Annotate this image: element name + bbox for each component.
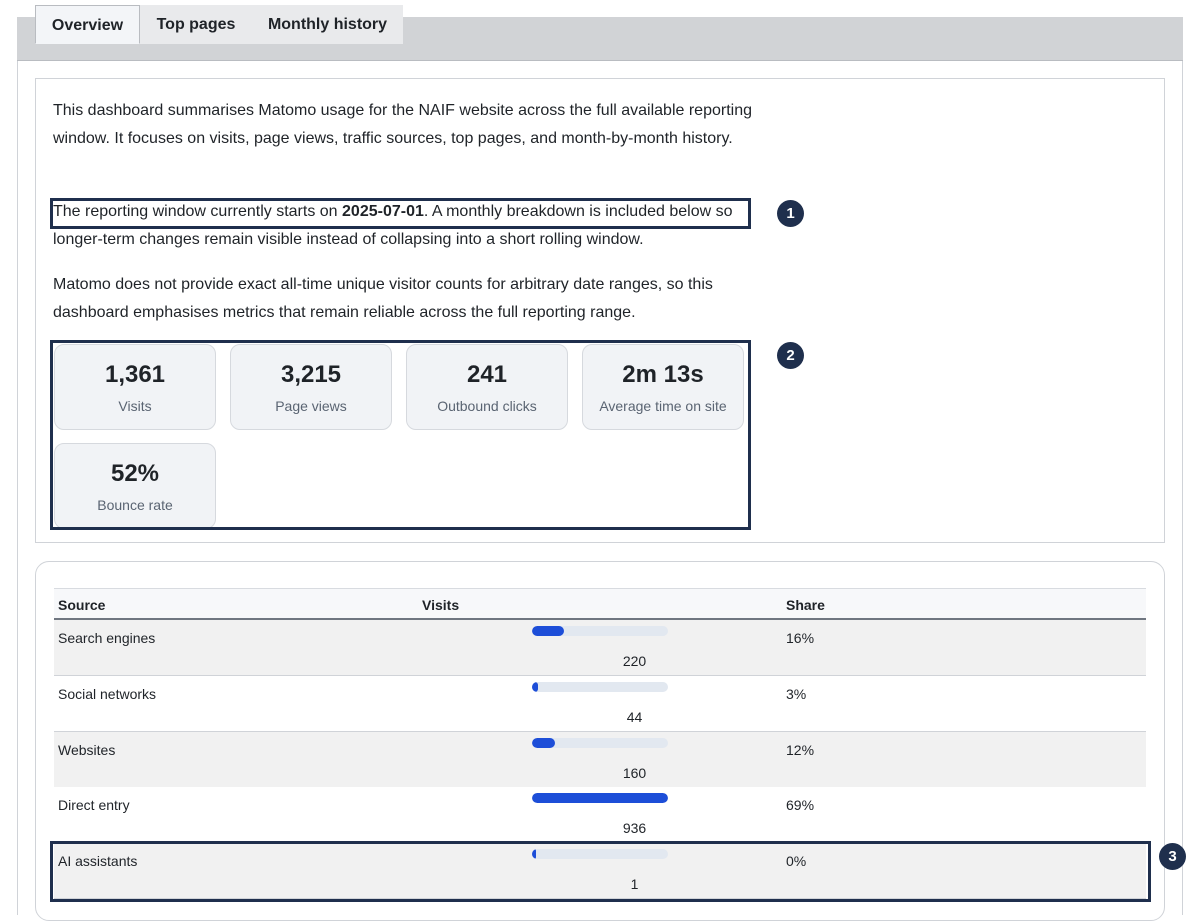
visits-bar	[532, 793, 668, 803]
visits-count: 936	[622, 820, 647, 836]
dashboard-frame	[17, 17, 1183, 915]
share-percent: 0%	[786, 853, 807, 869]
annotation-badge-3: 3	[1159, 843, 1186, 870]
visits-bar-fill	[532, 738, 556, 748]
visits-bar	[532, 738, 668, 748]
overview-panel	[35, 78, 1165, 543]
visits-bar	[532, 849, 668, 859]
visits-count: 1	[630, 876, 639, 892]
visits-bar	[532, 682, 668, 692]
table-row: Social networks 44 3%	[54, 676, 1146, 732]
column-header-visits[interactable]: Visits	[422, 597, 460, 613]
metric-label: Visits	[118, 398, 152, 414]
reporting-start-date: 2025-07-01	[342, 203, 424, 220]
share-percent: 12%	[786, 742, 815, 758]
metric-card-visits: 1,361 Visits	[54, 344, 216, 430]
metric-label: Page views	[275, 398, 347, 414]
reporting-window-text-continued: . A monthly breakdown is included below …	[53, 203, 733, 248]
visits-bar	[532, 626, 668, 636]
tab-overview[interactable]: Overview	[35, 5, 140, 44]
annotation-badge-2: 2	[777, 342, 804, 369]
metric-value: 241	[466, 361, 508, 388]
tab-top-pages[interactable]: Top pages	[140, 5, 252, 44]
intro-paragraph: This dashboard summarises Matomo usage f…	[53, 102, 752, 147]
table-row: Websites 160 12%	[54, 732, 1146, 788]
table-row: Search engines 220 16%	[54, 620, 1146, 676]
metric-value: 2m 13s	[622, 361, 704, 388]
share-percent: 16%	[786, 630, 815, 646]
table-row: Direct entry 936 69%	[54, 787, 1146, 843]
visits-bar-fill	[532, 682, 539, 692]
visits-count: 220	[622, 653, 647, 669]
annotation-badge-1: 1	[777, 200, 804, 227]
share-percent: 3%	[786, 686, 807, 702]
table-row: AI assistants 1 0%	[54, 843, 1146, 899]
reporting-window-text: The reporting window currently starts on	[53, 203, 343, 220]
column-header-share[interactable]: Share	[786, 597, 825, 613]
metric-value: 1,361	[104, 361, 166, 388]
metric-label: Bounce rate	[97, 497, 173, 513]
source-name: Search engines	[58, 630, 156, 646]
metric-label: Average time on site	[599, 398, 727, 414]
metric-value: 52%	[110, 460, 160, 487]
visits-count: 44	[626, 709, 643, 725]
metric-card-average-time: 2m 13s Average time on site	[582, 344, 744, 430]
metric-card-outbound-clicks: 241 Outbound clicks	[406, 344, 568, 430]
unique-visitors-note: Matomo does not provide exact all-time u…	[53, 276, 713, 321]
source-name: Websites	[58, 742, 116, 758]
metric-card-bounce-rate: 52% Bounce rate	[54, 443, 216, 529]
visits-bar-fill	[532, 849, 537, 859]
metric-card-page-views: 3,215 Page views	[230, 344, 392, 430]
visits-bar-fill	[532, 626, 564, 636]
source-name: AI assistants	[58, 853, 138, 869]
metric-label: Outbound clicks	[437, 398, 537, 414]
source-name: Social networks	[58, 686, 157, 702]
table-header: Source Visits Share	[54, 588, 1146, 620]
visits-bar-fill	[532, 793, 668, 803]
tab-monthly-history[interactable]: Monthly history	[252, 5, 403, 44]
source-name: Direct entry	[58, 797, 130, 813]
reporting-window-paragraph: The reporting window currently starts on…	[53, 198, 753, 254]
share-percent: 69%	[786, 797, 815, 813]
metric-value: 3,215	[280, 361, 342, 388]
visits-count: 160	[622, 765, 647, 781]
column-header-source[interactable]: Source	[58, 597, 106, 613]
